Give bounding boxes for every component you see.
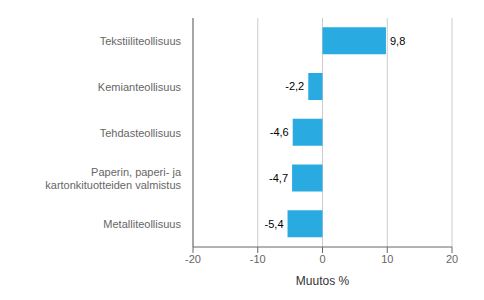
- svg-text:Paperin, paperi- jakartonkituo: Paperin, paperi- jakartonkituotteiden va…: [45, 166, 182, 191]
- svg-text:20: 20: [446, 253, 458, 265]
- svg-text:Kemianteollisuus: Kemianteollisuus: [98, 81, 182, 93]
- svg-text:-2,2: -2,2: [285, 80, 304, 92]
- svg-text:0: 0: [319, 253, 325, 265]
- svg-text:-10: -10: [250, 253, 266, 265]
- svg-text:10: 10: [381, 253, 393, 265]
- svg-text:Metalliteollisuus: Metalliteollisuus: [103, 218, 181, 230]
- svg-text:-20: -20: [185, 253, 201, 265]
- svg-text:-4,7: -4,7: [269, 172, 288, 184]
- svg-text:9,8: 9,8: [390, 35, 405, 47]
- svg-text:Muutos %: Muutos %: [296, 274, 350, 288]
- svg-text:-4,6: -4,6: [270, 126, 289, 138]
- svg-text:-5,4: -5,4: [265, 218, 284, 230]
- svg-text:Tehdasteollisuus: Tehdasteollisuus: [100, 127, 182, 139]
- svg-text:Tekstiiliteollisuus: Tekstiiliteollisuus: [100, 35, 182, 47]
